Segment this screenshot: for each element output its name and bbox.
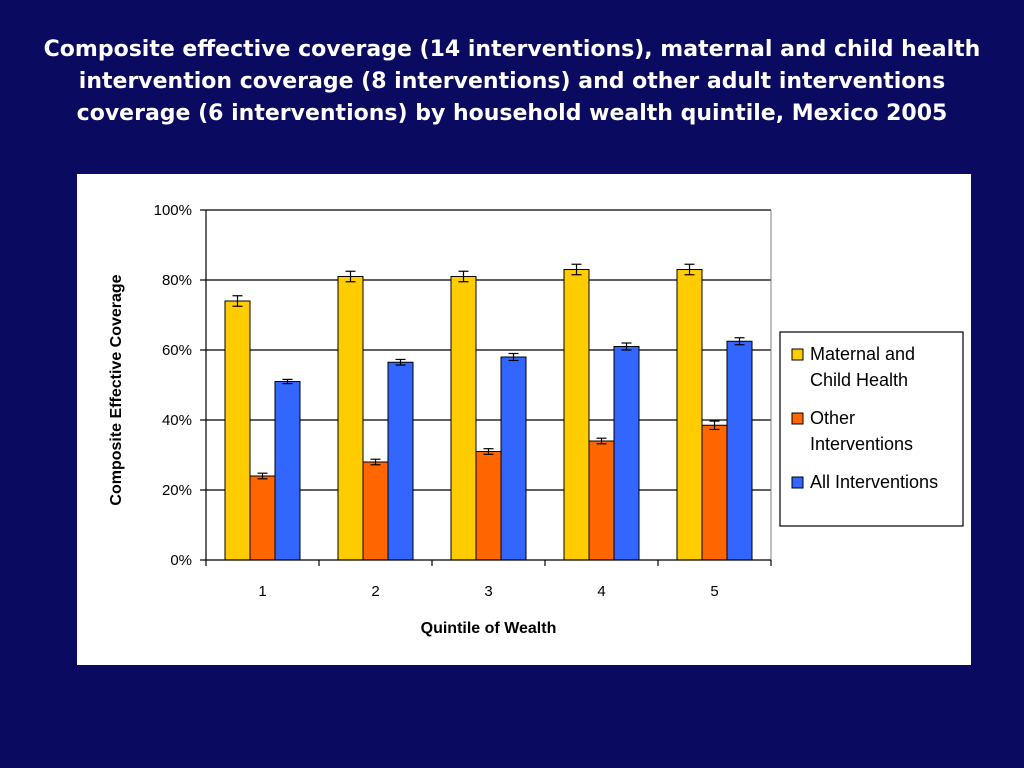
legend-label: Child Health	[810, 370, 908, 390]
bar	[387, 361, 414, 561]
bar	[500, 356, 527, 561]
y-tick-label: 20%	[162, 482, 192, 499]
bar	[475, 451, 502, 561]
legend-label: Maternal and	[810, 344, 915, 364]
y-tick-label: 60%	[162, 342, 192, 359]
slide-title: Composite effective coverage (14 interve…	[43, 37, 981, 126]
x-tick-label: 2	[371, 583, 379, 600]
bar	[563, 269, 590, 561]
x-tick-label: 5	[710, 583, 718, 600]
legend: Maternal and Child Health Other Interventio…	[779, 331, 964, 527]
bar	[676, 269, 703, 561]
bar	[337, 276, 364, 561]
legend-swatch	[791, 476, 804, 489]
legend-swatch	[791, 348, 804, 361]
chart-panel: 0% 20% 40% 60% 80% 100% 1 2 3 4 5 Quintile of Wealt…	[77, 174, 971, 665]
y-tick-label: 0%	[170, 552, 192, 569]
bar	[362, 461, 389, 561]
bar	[249, 475, 276, 561]
y-axis-title: Composite Effective Coverage	[108, 274, 125, 505]
x-tick-label: 4	[597, 583, 605, 600]
bar	[274, 381, 301, 561]
y-tick-label: 100%	[154, 202, 192, 219]
x-axis-title: Quintile of Wealth	[421, 620, 557, 637]
axes: 0% 20% 40% 60% 80% 100% 1 2 3 4 5 Quintile of Wealt…	[108, 202, 772, 637]
bar	[450, 276, 477, 561]
bar	[701, 424, 728, 561]
bars	[224, 263, 753, 561]
bar	[588, 440, 615, 561]
bar	[726, 340, 753, 561]
x-tick-label: 3	[484, 583, 492, 600]
y-tick-label: 40%	[162, 412, 192, 429]
x-tick-label: 1	[258, 583, 266, 600]
bar-chart: 0% 20% 40% 60% 80% 100% 1 2 3 4 5 Quintile of Wealt…	[108, 202, 964, 637]
legend-swatch	[791, 412, 804, 425]
y-tick-label: 80%	[162, 272, 192, 289]
bar	[613, 346, 640, 561]
legend-box	[779, 331, 964, 527]
legend-label: Other	[810, 408, 855, 428]
legend-label: All Interventions	[810, 472, 938, 492]
bar	[224, 300, 251, 561]
legend-label: Interventions	[810, 434, 913, 454]
